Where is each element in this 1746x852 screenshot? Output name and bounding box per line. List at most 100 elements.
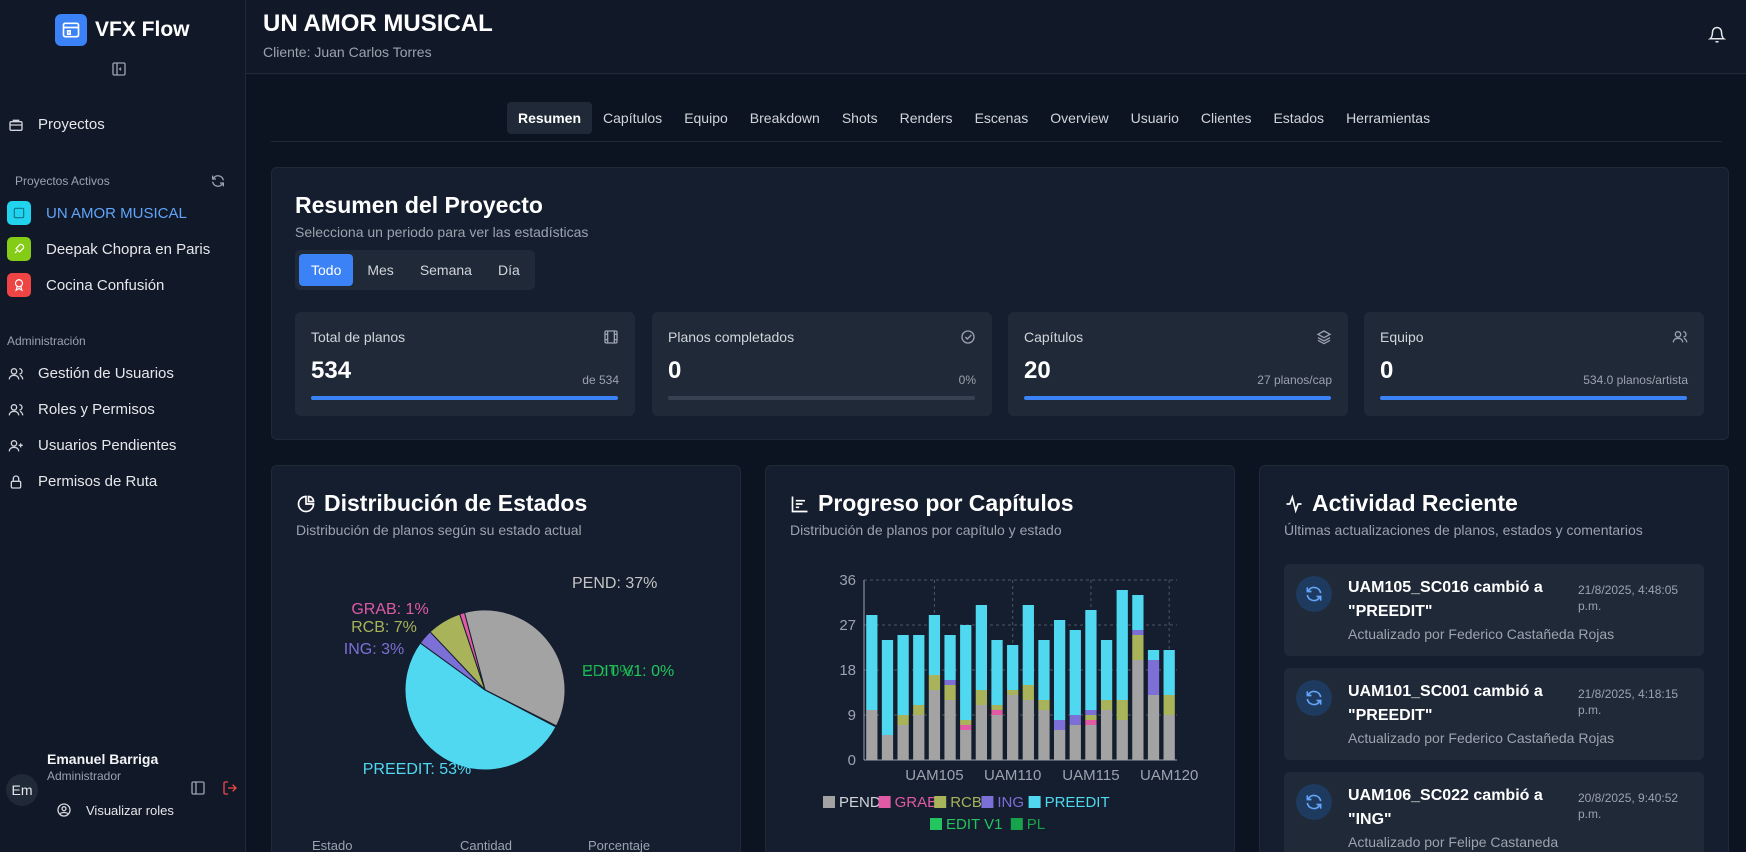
bar-uam105-pend[interactable] xyxy=(928,690,941,760)
bar-uam120-preedit[interactable] xyxy=(1163,650,1175,695)
bar-uam110-preedit[interactable] xyxy=(1007,645,1019,690)
activity-item[interactable]: UAM105_SC016 cambió a "PREEDIT" 21/8/202… xyxy=(1284,564,1704,656)
bar-uam117-preedit[interactable] xyxy=(1116,590,1128,700)
bar-uam111-rcb[interactable] xyxy=(1022,685,1034,700)
pie-slice-preedit[interactable] xyxy=(404,642,557,771)
legend-label-rcb[interactable]: RCB xyxy=(950,794,982,811)
bar-uam120-pend[interactable] xyxy=(1163,715,1175,760)
bar-uam108-pend[interactable] xyxy=(975,705,988,760)
legend-label-ing[interactable]: ING xyxy=(997,794,1024,811)
sidebar-collapse-icon[interactable] xyxy=(111,61,127,77)
bar-uam106-pend[interactable] xyxy=(944,700,956,760)
bar-uam109-grab[interactable] xyxy=(991,710,1003,715)
bar-uam109-pend[interactable] xyxy=(991,715,1003,760)
bar-uam115-rcb[interactable] xyxy=(1085,715,1097,720)
bar-uam119-pend[interactable] xyxy=(1147,695,1160,760)
sidebar-item-user-management[interactable]: Gestión de Usuarios xyxy=(8,365,174,382)
bar-uam112-rcb[interactable] xyxy=(1038,700,1050,710)
bar-uam118-ing[interactable] xyxy=(1132,630,1144,635)
legend-label-grab[interactable]: GRAB xyxy=(895,794,938,811)
bar-uam109-rcb[interactable] xyxy=(991,705,1003,710)
bar-uam110-pend[interactable] xyxy=(1007,695,1019,760)
bar-uam120-rcb[interactable] xyxy=(1163,695,1175,715)
bar-uam111-pend[interactable] xyxy=(1022,700,1034,760)
bar-uam115-preedit[interactable] xyxy=(1085,610,1097,710)
bar-uam107-preedit[interactable] xyxy=(960,625,972,720)
bar-uam119-preedit[interactable] xyxy=(1147,650,1160,660)
bar-uam112-preedit[interactable] xyxy=(1038,640,1050,700)
activity-item[interactable]: UAM106_SC022 cambió a "ING" 20/8/2025, 9… xyxy=(1284,772,1704,852)
bar-uam117-rcb[interactable] xyxy=(1116,700,1128,720)
bar-uam103-pend[interactable] xyxy=(897,725,909,760)
period-todo[interactable]: Todo xyxy=(299,254,354,286)
legend-label-pl[interactable]: PL xyxy=(1027,816,1045,833)
bar-uam115-pend[interactable] xyxy=(1085,725,1097,760)
bar-uam104-preedit[interactable] xyxy=(913,635,925,705)
view-roles-button[interactable]: Visualizar roles xyxy=(56,802,174,818)
bar-uam117-pend[interactable] xyxy=(1116,720,1128,760)
bar-uam105-preedit[interactable] xyxy=(928,615,941,675)
tab-shots[interactable]: Shots xyxy=(841,110,878,126)
sidebar-item-projects[interactable]: Proyectos xyxy=(8,116,105,133)
tab-resumen[interactable]: Resumen xyxy=(507,102,593,134)
pie-slice-grab[interactable] xyxy=(459,612,486,691)
panel-toggle-icon[interactable] xyxy=(190,780,206,796)
bar-uam118-pend[interactable] xyxy=(1132,660,1144,760)
bar-uam112-pend[interactable] xyxy=(1038,710,1050,760)
legend-label-preedit[interactable]: PREEDIT xyxy=(1045,794,1110,811)
sidebar-item-roles[interactable]: Roles y Permisos xyxy=(8,401,155,418)
tab-clientes[interactable]: Clientes xyxy=(1200,110,1252,126)
refresh-icon[interactable] xyxy=(210,173,226,189)
bar-uam116-preedit[interactable] xyxy=(1100,640,1113,700)
tab-overview[interactable]: Overview xyxy=(1050,110,1109,126)
bar-uam114-pend[interactable] xyxy=(1069,725,1081,760)
bar-uam107-pend[interactable] xyxy=(960,730,972,760)
bar-uam118-preedit[interactable] xyxy=(1132,595,1144,630)
bar-uam106-rcb[interactable] xyxy=(944,685,956,700)
bell-icon[interactable] xyxy=(1708,26,1726,44)
tab-usuario[interactable]: Usuario xyxy=(1130,110,1179,126)
bar-uam115-grab[interactable] xyxy=(1085,720,1097,725)
avatar[interactable]: Em xyxy=(6,774,38,806)
tab-equipo[interactable]: Equipo xyxy=(684,110,728,126)
bar-uam110-rcb[interactable] xyxy=(1007,690,1019,695)
project-item-deepak-chopra[interactable]: Deepak Chopra en Paris xyxy=(7,237,210,261)
bar-uam115-ing[interactable] xyxy=(1085,710,1097,715)
brand[interactable]: VFX Flow xyxy=(55,14,190,46)
project-item-un-amor-musical[interactable]: UN AMOR MUSICAL xyxy=(7,201,187,225)
logout-icon[interactable] xyxy=(222,780,238,796)
period-semana[interactable]: Semana xyxy=(419,262,472,278)
bar-uam116-rcb[interactable] xyxy=(1100,700,1113,710)
tab-estados[interactable]: Estados xyxy=(1273,110,1325,126)
project-item-cocina-confusion[interactable]: Cocina Confusión xyxy=(7,273,164,297)
bar-uam108-preedit[interactable] xyxy=(975,605,988,690)
bar-uam104-rcb[interactable] xyxy=(913,705,925,715)
bar-uam111-preedit[interactable] xyxy=(1022,605,1034,685)
sidebar-item-route-permissions[interactable]: Permisos de Ruta xyxy=(8,473,157,490)
bar-uam109-preedit[interactable] xyxy=(991,640,1003,705)
period-mes[interactable]: Mes xyxy=(367,262,394,278)
bar-uam113-preedit[interactable] xyxy=(1053,620,1066,720)
bar-uam114-ing[interactable] xyxy=(1069,715,1081,725)
tab-renders[interactable]: Renders xyxy=(899,110,953,126)
tab-cap-tulos[interactable]: Capítulos xyxy=(603,110,663,126)
bar-uam107-grab[interactable] xyxy=(960,725,972,730)
bar-uam118-rcb[interactable] xyxy=(1132,635,1144,660)
bar-uam101-preedit[interactable] xyxy=(866,615,878,710)
bar-uam105-rcb[interactable] xyxy=(928,675,941,690)
activity-item[interactable]: UAM101_SC001 cambió a "PREEDIT" 21/8/202… xyxy=(1284,668,1704,760)
bar-uam101-pend[interactable] xyxy=(866,710,878,760)
bar-uam116-pend[interactable] xyxy=(1100,710,1113,760)
bar-uam103-rcb[interactable] xyxy=(897,715,909,725)
bar-uam106-ing[interactable] xyxy=(944,680,956,685)
bar-uam102-pend[interactable] xyxy=(881,735,894,760)
bar-uam104-pend[interactable] xyxy=(913,715,925,760)
period-dia[interactable]: Día xyxy=(497,262,520,278)
bar-uam106-preedit[interactable] xyxy=(944,635,956,680)
legend-label-edit-v1[interactable]: EDIT V1 xyxy=(946,816,1002,833)
tab-escenas[interactable]: Escenas xyxy=(974,110,1029,126)
sidebar-item-pending-users[interactable]: Usuarios Pendientes xyxy=(8,437,176,454)
tab-herramientas[interactable]: Herramientas xyxy=(1346,110,1431,126)
bar-uam102-preedit[interactable] xyxy=(881,640,894,735)
bar-uam113-ing[interactable] xyxy=(1053,720,1066,730)
